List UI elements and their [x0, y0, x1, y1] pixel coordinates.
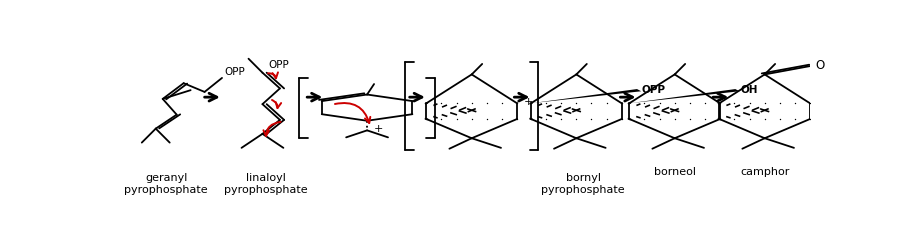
Text: camphor: camphor	[740, 167, 789, 177]
Text: linaloyl: linaloyl	[246, 173, 286, 183]
Text: OH: OH	[740, 85, 758, 95]
Text: bornyl: bornyl	[566, 173, 601, 183]
Text: pyrophosphate: pyrophosphate	[124, 185, 208, 195]
Polygon shape	[629, 89, 740, 103]
Text: borneol: borneol	[653, 167, 696, 177]
Text: pyrophosphate: pyrophosphate	[542, 185, 625, 195]
Text: geranyl: geranyl	[145, 173, 187, 183]
Text: pyrophosphate: pyrophosphate	[224, 185, 308, 195]
Text: OPP: OPP	[642, 85, 666, 95]
Text: +: +	[524, 96, 534, 106]
Text: +: +	[374, 124, 383, 134]
Polygon shape	[531, 89, 641, 103]
Text: OPP: OPP	[268, 60, 289, 70]
Text: O: O	[815, 59, 824, 72]
Text: OPP: OPP	[224, 67, 245, 77]
